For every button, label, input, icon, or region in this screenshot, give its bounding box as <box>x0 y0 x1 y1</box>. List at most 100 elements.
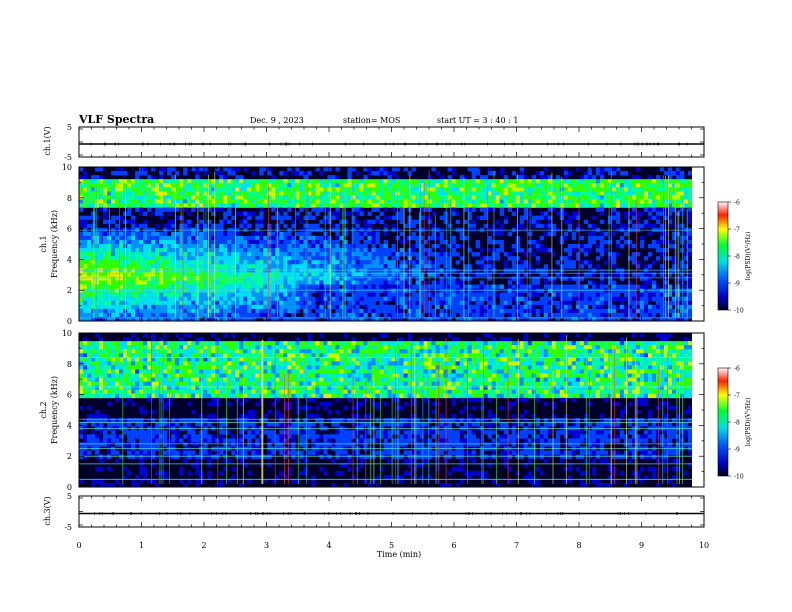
ch1-spectrogram-cell <box>667 312 673 318</box>
ch1-spectrogram-cell <box>579 187 585 192</box>
ch1-spectrogram-cell <box>439 260 444 265</box>
ch1-spectrogram-cell <box>139 187 144 192</box>
ch1-spectrogram-cell <box>327 252 332 257</box>
ch1-spectrogram-cell <box>291 308 296 314</box>
ch1-spectrogram-cell <box>175 276 180 281</box>
ch1-spectrogram-cell <box>263 280 268 285</box>
ch1-spectrogram-cell <box>347 272 352 277</box>
ch1-spectrogram-cell <box>239 296 244 302</box>
ch1-spectrogram-cell <box>203 167 208 172</box>
ch1-spectrogram-cell <box>247 248 252 253</box>
ch1-spectrogram-cell <box>139 239 144 245</box>
ch1-spectrogram-cell <box>163 292 168 297</box>
ch1-spectrogram-cell <box>283 304 288 310</box>
ch1-spectrogram-cell <box>327 239 332 245</box>
ch1-spectrogram-cell <box>359 276 364 281</box>
ch2-spectrogram-cell <box>87 353 92 358</box>
ch1-spectrogram-cell <box>643 316 649 322</box>
ch1-spectrogram-cell <box>215 256 220 261</box>
ch1-spectrogram-cell <box>571 248 577 253</box>
ch1-spectrogram-cell <box>299 264 304 269</box>
ch1-spectrogram-cell <box>499 248 504 253</box>
ch1-spectrogram-cell <box>495 252 500 257</box>
ch1-spectrogram-cell <box>687 211 693 216</box>
ch1-spectrogram-cell <box>331 191 336 196</box>
ch1-spectrogram-cell <box>591 284 597 289</box>
ch1-spectrogram-cell <box>211 183 216 188</box>
ch1-spectrogram-cell <box>199 223 204 229</box>
ch1-spectrogram-cell <box>619 308 625 314</box>
ch1-spectrogram-cell <box>603 248 609 253</box>
ch1-spectrogram-cell <box>523 211 529 216</box>
ch1-spectrogram-cell <box>223 191 228 196</box>
ch1-spectrogram-cell <box>367 195 372 200</box>
ch1-spectrogram-cell <box>223 195 228 200</box>
ch1-spectrogram-cell <box>115 316 120 322</box>
ch1-spectrogram-cell <box>595 171 601 176</box>
ch1-spectrogram-cell <box>135 195 140 200</box>
ch1-spectrogram-cell <box>135 191 140 196</box>
ch1-spectrogram-cell <box>443 203 448 208</box>
ch1-spectrogram-cell <box>219 244 224 249</box>
ch1-spectrogram-cell <box>479 179 484 184</box>
ch1-spectrogram-cell <box>519 187 525 192</box>
ch1-spectrogram-cell <box>507 199 512 204</box>
ch1-spectrogram-cell <box>243 300 248 306</box>
ch1-spectrogram-cell <box>647 264 653 269</box>
ch1-spectrogram-cell <box>135 300 140 306</box>
ch1-spectrogram-cell <box>99 284 104 289</box>
ch1-spectrogram-cell <box>571 179 577 184</box>
ch1-spectrogram-cell <box>595 292 601 297</box>
ch1-spectrogram-cell <box>367 183 372 188</box>
ch1-spectrogram-cell <box>683 179 689 184</box>
ch1-spectrogram-cell <box>635 199 641 204</box>
ch1-spectrogram-cell <box>531 308 537 314</box>
ch2-spectrogram-cell <box>83 365 88 370</box>
ch1-spectrogram-cell <box>227 179 232 184</box>
ch1-spectrogram-cell <box>111 276 116 281</box>
ch1-spectrogram-cell <box>431 203 436 208</box>
ch1-spectrogram-cell <box>303 183 308 188</box>
ch1-spectrogram-cell <box>419 288 424 293</box>
ch1-spectrogram-cell <box>671 195 677 200</box>
ch2-spectrogram-cell <box>83 345 88 350</box>
ch1-spectrogram-cell <box>207 183 212 188</box>
ch1-spectrogram-cell <box>655 316 661 322</box>
ch1-spectrogram-cell <box>271 280 276 285</box>
ch1-spectrogram-cell <box>515 248 521 253</box>
ch1-spectrogram-cell <box>499 272 504 277</box>
ch1-spectrogram-cell <box>103 312 108 318</box>
ch1-spectrogram-cell <box>527 316 533 322</box>
ch1-spectrogram-cell <box>427 219 432 225</box>
ch1-spectrogram-cell <box>87 252 92 257</box>
ch1-spectrogram-cell <box>99 264 104 269</box>
ch1-spectrogram-cell <box>543 284 549 289</box>
ch1-spectrogram-cell <box>327 248 332 253</box>
ch1-spectrogram-cell <box>271 308 276 314</box>
ch1-spectrogram-cell <box>87 256 92 261</box>
ch1-spectrogram-cell <box>119 288 124 293</box>
ch1-spectrogram-cell <box>87 199 92 204</box>
ch1-spectrogram-cell <box>371 312 376 318</box>
ch1-spectrogram-cell <box>663 316 669 322</box>
ch1-spectrogram-cell <box>595 300 601 306</box>
ch1-spectrogram-cell <box>675 191 681 196</box>
ch1-spectrogram-cell <box>311 316 316 322</box>
ch1-spectrogram-cell <box>195 264 200 269</box>
ch1-spectrogram-cell <box>523 304 529 310</box>
ch1-spectrogram-cell <box>463 316 468 322</box>
ch1-spectrogram-cell <box>151 264 156 269</box>
ch1-spectrogram-cell <box>567 288 573 293</box>
ch1-spectrogram-cell <box>427 272 432 277</box>
ch1-spectrogram-cell <box>443 219 448 225</box>
ch1-spectrogram-cell <box>495 308 500 314</box>
ch1-spectrogram-cell <box>247 199 252 204</box>
ch1-spectrogram-cell <box>99 296 104 302</box>
ch1-spectrogram-cell <box>651 239 657 245</box>
ch1-spectrogram-cell <box>515 316 521 322</box>
ch1-spectrogram-cell <box>423 179 428 184</box>
date-label: Dec. 9 , 2023 <box>250 116 304 125</box>
ch1-spectrogram-cell <box>195 223 200 229</box>
ch1-spectrogram-cell <box>335 199 340 204</box>
ch1-spectrogram-cell <box>667 183 673 188</box>
